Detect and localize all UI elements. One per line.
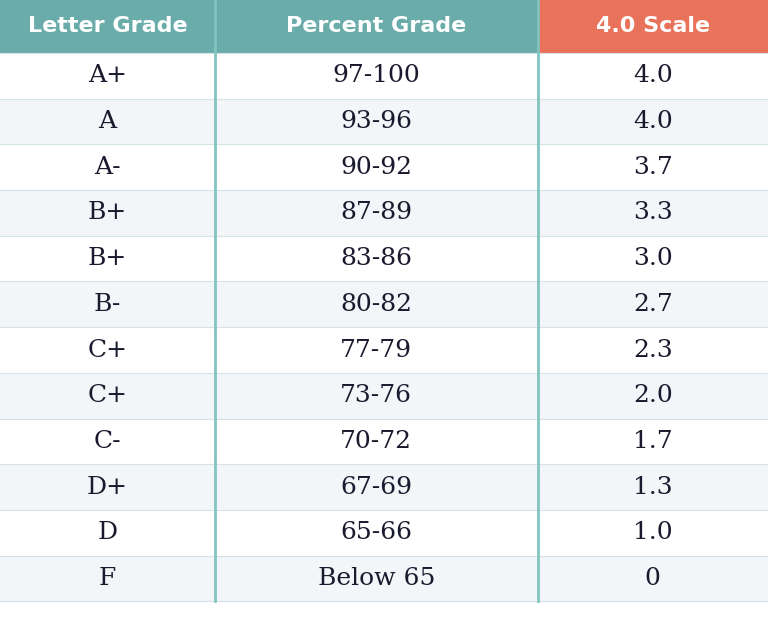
Bar <box>0 144 768 190</box>
Text: 80-82: 80-82 <box>340 293 412 316</box>
Text: 90-92: 90-92 <box>340 156 412 178</box>
Text: Below 65: Below 65 <box>318 567 435 590</box>
Text: 83-86: 83-86 <box>340 247 412 270</box>
Bar <box>0 510 768 556</box>
Bar <box>0 373 768 419</box>
Text: 77-79: 77-79 <box>340 339 412 361</box>
Text: 3.3: 3.3 <box>633 202 673 224</box>
Text: B+: B+ <box>88 202 127 224</box>
Text: 0: 0 <box>645 567 660 590</box>
Bar <box>0 556 768 601</box>
Bar <box>0 190 768 236</box>
Bar <box>538 0 768 53</box>
Text: C+: C+ <box>88 384 127 407</box>
Text: B+: B+ <box>88 247 127 270</box>
Bar <box>0 419 768 464</box>
Text: Percent Grade: Percent Grade <box>286 16 466 37</box>
Text: D: D <box>98 522 118 544</box>
Text: 73-76: 73-76 <box>340 384 412 407</box>
Bar <box>0 327 768 373</box>
Bar <box>0 99 768 144</box>
Text: C+: C+ <box>88 339 127 361</box>
Text: 1.0: 1.0 <box>633 522 673 544</box>
Text: Letter Grade: Letter Grade <box>28 16 187 37</box>
Text: 1.7: 1.7 <box>633 430 673 453</box>
Text: A+: A+ <box>88 64 127 87</box>
Text: 70-72: 70-72 <box>340 430 412 453</box>
Text: 65-66: 65-66 <box>340 522 412 544</box>
Text: A-: A- <box>94 156 121 178</box>
Text: 3.7: 3.7 <box>633 156 673 178</box>
Text: 2.0: 2.0 <box>633 384 673 407</box>
Text: 2.3: 2.3 <box>633 339 673 361</box>
Bar <box>0 281 768 327</box>
Text: 3.0: 3.0 <box>633 247 673 270</box>
Text: 87-89: 87-89 <box>340 202 412 224</box>
Text: C-: C- <box>94 430 121 453</box>
Text: A: A <box>98 110 117 133</box>
Bar <box>0 53 768 99</box>
Text: 97-100: 97-100 <box>333 64 420 87</box>
Bar <box>0 0 215 53</box>
Bar <box>0 464 768 510</box>
Text: 93-96: 93-96 <box>340 110 412 133</box>
Text: B-: B- <box>94 293 121 316</box>
Text: 67-69: 67-69 <box>340 476 412 498</box>
Text: 2.7: 2.7 <box>633 293 673 316</box>
Text: F: F <box>99 567 116 590</box>
Bar <box>215 0 538 53</box>
Text: 1.3: 1.3 <box>633 476 673 498</box>
Text: 4.0: 4.0 <box>633 110 673 133</box>
Text: D+: D+ <box>87 476 128 498</box>
Bar <box>0 236 768 281</box>
Text: 4.0: 4.0 <box>633 64 673 87</box>
Text: 4.0 Scale: 4.0 Scale <box>596 16 710 37</box>
